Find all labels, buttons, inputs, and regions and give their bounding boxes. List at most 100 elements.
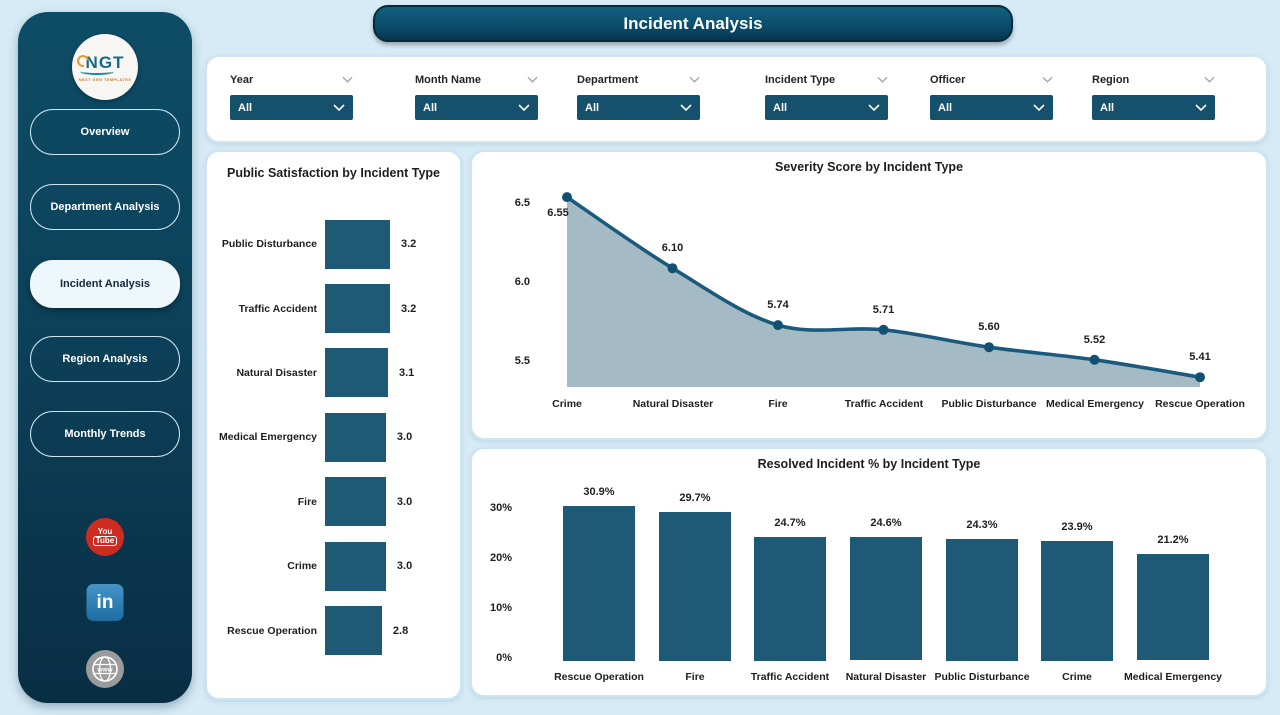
sidebar-item-department-analysis[interactable]: Department Analysis: [30, 184, 180, 230]
bar-public-disturbance[interactable]: [946, 539, 1018, 661]
point-value-label: 5.74: [767, 299, 789, 311]
bar-value-label: 3.2: [401, 238, 417, 251]
chevron-down-icon: [680, 102, 692, 114]
data-point-crime[interactable]: [562, 192, 572, 203]
sidebar-item-overview[interactable]: Overview: [30, 109, 180, 155]
sidebar-item-incident-analysis[interactable]: Incident Analysis: [30, 260, 180, 308]
bar-public-disturbance[interactable]: [325, 219, 390, 269]
filter-department: Department All: [577, 72, 700, 120]
bar-value-label: 24.7%: [774, 517, 806, 529]
bar-medical-emergency[interactable]: [1137, 554, 1209, 660]
bar-value-label: 21.2%: [1157, 534, 1189, 546]
bar-category-label: Fire: [297, 495, 317, 508]
bar-traffic-accident[interactable]: [754, 537, 826, 661]
bar-value-label: 3.2: [401, 302, 417, 315]
point-value-label: 6.10: [661, 242, 684, 254]
y-axis-tick: 30%: [489, 502, 512, 514]
filter-label-month-name: Month Name: [415, 72, 538, 88]
logo-subtext: NEXT GEN TEMPLATES: [78, 76, 132, 82]
x-axis-label-fire: Fire: [768, 398, 788, 410]
chevron-down-icon: [342, 74, 353, 86]
point-value-label: 5.60: [978, 321, 1000, 333]
filter-label-officer: Officer: [930, 72, 1053, 88]
bar-natural-disaster[interactable]: [850, 537, 922, 660]
filter-dropdown-officer[interactable]: All: [930, 95, 1053, 120]
filter-label-year: Year: [230, 72, 353, 88]
page-title-text: Incident Analysis: [623, 13, 763, 33]
filter-dropdown-department[interactable]: All: [577, 95, 700, 120]
bar-crime[interactable]: [325, 541, 386, 591]
bar-medical-emergency[interactable]: [325, 412, 386, 462]
filter-dropdown-incident-type[interactable]: All: [765, 95, 888, 120]
bar-category-label: Public Disturbance: [221, 238, 317, 251]
point-value-label: 5.52: [1083, 334, 1106, 346]
chevron-down-icon: [689, 74, 700, 86]
youtube-icon[interactable]: You Tube: [86, 518, 124, 556]
sidebar-item-label: Monthly Trends: [64, 428, 146, 440]
y-axis-tick: 5.5: [514, 355, 530, 367]
bar-value-label: 30.9%: [583, 486, 615, 498]
filter-incident-type: Incident Type All: [765, 72, 888, 120]
data-point-traffic-accident[interactable]: [878, 324, 889, 335]
data-point-fire[interactable]: [773, 320, 783, 331]
filter-selected-value: All: [938, 101, 953, 114]
logo-text: NGT: [79, 52, 125, 75]
bar-category-label: Medical Emergency: [218, 431, 317, 444]
bar-fire[interactable]: [325, 477, 386, 527]
filter-dropdown-year[interactable]: All: [230, 95, 353, 120]
data-point-medical-emergency[interactable]: [1089, 354, 1100, 365]
bar-crime[interactable]: [1041, 541, 1113, 661]
filter-selected-value: All: [585, 101, 600, 114]
data-point-public-disturbance[interactable]: [984, 342, 994, 353]
website-icon[interactable]: www: [86, 650, 124, 688]
filter-selected-value: All: [238, 101, 253, 114]
x-axis-label-crime: Crime: [552, 398, 582, 410]
bar-rescue-operation[interactable]: [325, 606, 382, 656]
x-axis-label-medical-emergency: Medical Emergency: [1045, 398, 1145, 410]
chevron-down-icon: [1042, 74, 1053, 86]
filter-year: Year All: [230, 72, 353, 120]
x-axis-label-traffic-accident: Traffic Accident: [844, 398, 924, 410]
sidebar-item-monthly-trends[interactable]: Monthly Trends: [30, 411, 180, 457]
filter-label-department: Department: [577, 72, 700, 88]
card-severity-score: Severity Score by Incident Type 6.5 6.0 5.…: [470, 150, 1268, 440]
x-axis-label-public-disturbance: Public Disturbance: [934, 671, 1030, 683]
filter-bar: Year All Month Name All Department All Inciden…: [205, 55, 1268, 143]
bar-value-label: 3.0: [396, 560, 413, 573]
chevron-down-icon: [518, 102, 530, 114]
x-axis-label-traffic-accident: Traffic Accident: [750, 671, 830, 683]
bar-traffic-accident[interactable]: [325, 284, 390, 334]
bar-rescue-operation[interactable]: [563, 506, 635, 661]
chevron-down-icon: [333, 102, 345, 114]
filter-month-name: Month Name All: [415, 72, 538, 120]
bar-fire[interactable]: [659, 512, 731, 661]
sidebar-item-region-analysis[interactable]: Region Analysis: [30, 336, 180, 382]
sidebar-item-label: Incident Analysis: [59, 278, 151, 290]
bar-category-label: Crime: [287, 560, 317, 573]
data-point-rescue-operation[interactable]: [1195, 372, 1205, 383]
chart-title-resolved-percent: Resolved Incident % by Incident Type: [757, 457, 981, 471]
bar-category-label: Traffic Accident: [238, 302, 317, 315]
filter-dropdown-region[interactable]: All: [1092, 95, 1215, 120]
bar-natural-disaster[interactable]: [325, 348, 388, 398]
filter-dropdown-month-name[interactable]: All: [415, 95, 538, 120]
filter-label-text: Year: [230, 74, 254, 86]
bar-category-label: Rescue Operation: [227, 624, 317, 637]
bar-value-label: 24.3%: [966, 519, 998, 531]
x-axis-label-rescue-operation: Rescue Operation: [554, 671, 644, 683]
area-fill: [567, 197, 1200, 387]
bar-value-label: 3.0: [396, 495, 413, 508]
filter-label-text: Region: [1092, 74, 1130, 86]
bar-row-public-disturbance: Public Disturbance 3.2: [207, 212, 460, 276]
sidebar-item-label: Overview: [80, 126, 130, 138]
data-point-natural-disaster[interactable]: [667, 263, 678, 274]
point-value-label: 5.41: [1189, 351, 1211, 363]
chevron-down-icon: [1033, 102, 1045, 114]
point-value-label: 5.71: [872, 304, 895, 316]
bar-value-label: 2.8: [392, 624, 409, 637]
y-axis-tick: 6.5: [514, 197, 530, 209]
linkedin-icon[interactable]: in: [86, 584, 124, 621]
chevron-down-icon: [868, 102, 880, 114]
youtube-icon-line2: Tube: [92, 536, 118, 546]
ngt-logo: NGT NEXT GEN TEMPLATES: [72, 34, 138, 100]
